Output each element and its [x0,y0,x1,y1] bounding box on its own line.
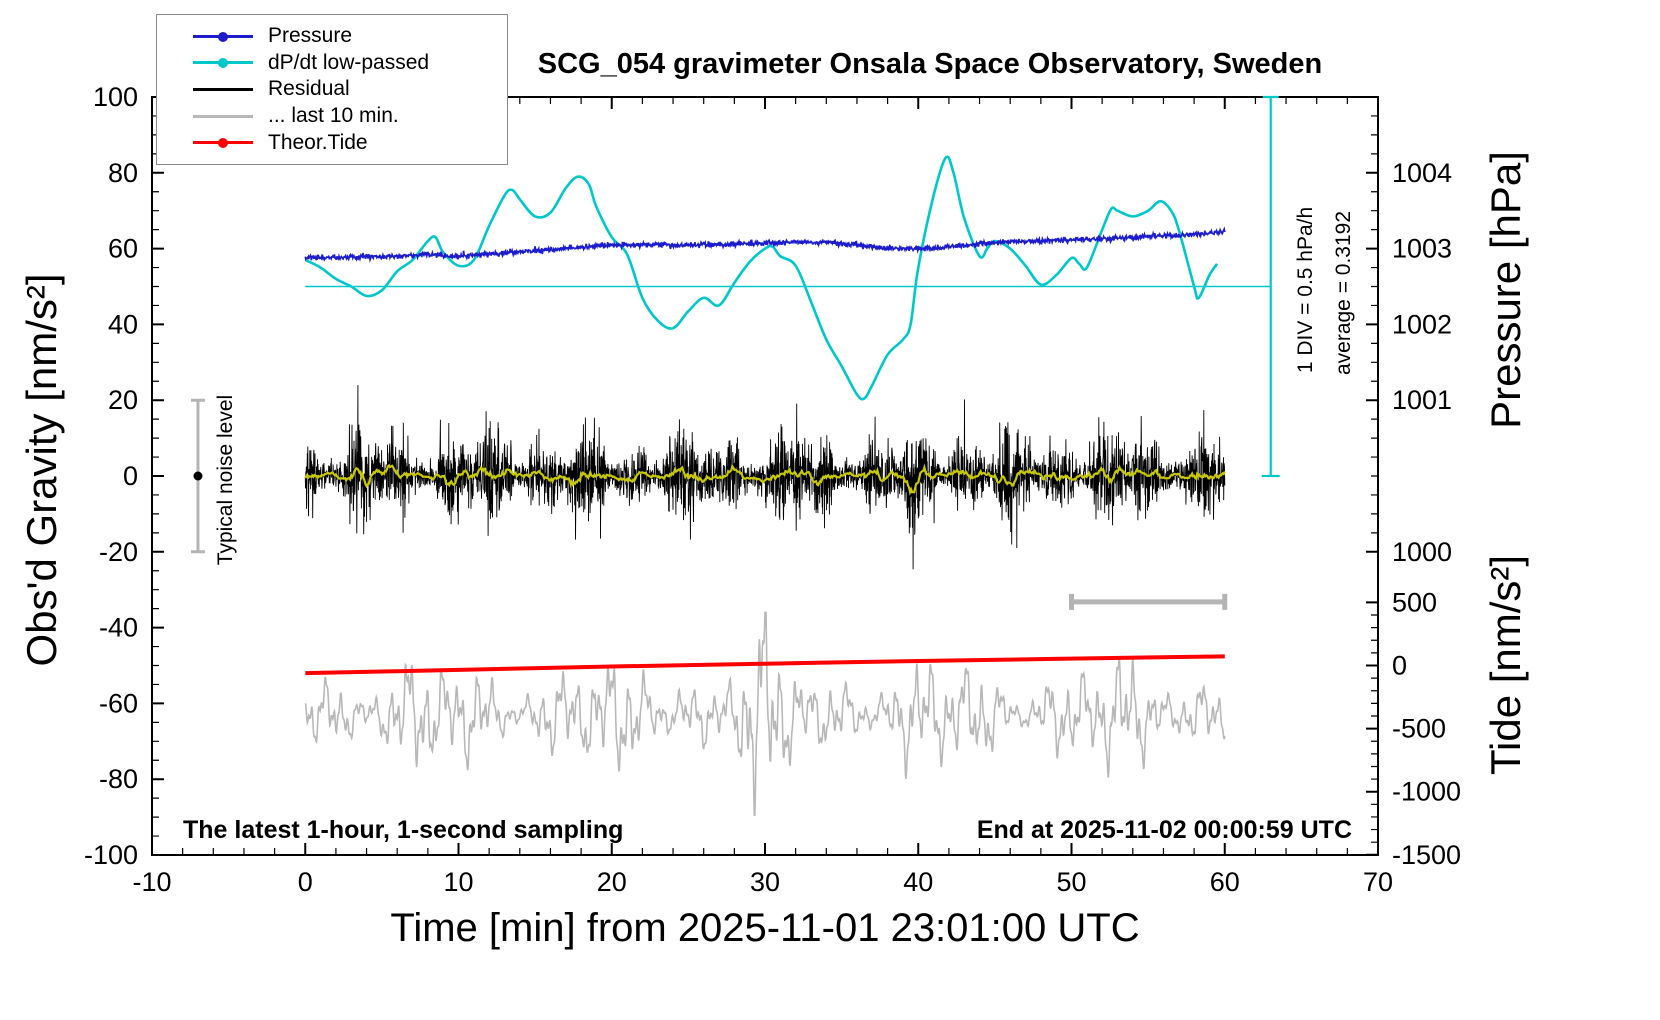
svg-text:30: 30 [750,867,780,897]
legend-line-sample [193,114,253,118]
svg-text:1001: 1001 [1392,385,1452,415]
svg-text:-80: -80 [99,764,138,794]
svg-text:40: 40 [903,867,933,897]
legend-entry: Residual [193,77,507,101]
chart-title: SCG_054 gravimeter Onsala Space Observat… [537,48,1323,80]
legend-entry-label: ... last 10 min. [268,104,399,128]
pressure-trace [304,226,1226,263]
noise-level-dot [193,471,203,481]
legend-entry-label: Residual [268,77,350,101]
legend-entry-label: Pressure [268,24,353,48]
svg-text:40: 40 [108,309,138,339]
theor-tide-trace [305,654,1225,676]
svg-text:-40: -40 [99,613,138,643]
svg-text:0: 0 [123,461,138,491]
svg-text:500: 500 [1392,587,1437,617]
dpdt-div-bar [1261,95,1280,478]
last-10-min-trace [304,611,1226,817]
series-group [304,155,1271,817]
svg-text:80: 80 [108,158,138,188]
residual-lowpass-trace [304,463,1226,496]
svg-text:60: 60 [108,234,138,264]
legend-entry-label: Theor.Tide [268,130,368,154]
svg-text:-1000: -1000 [1392,777,1461,807]
svg-text:-60: -60 [99,688,138,718]
svg-text:-1500: -1500 [1392,840,1461,870]
minor-ticks [152,97,1378,855]
annotation-end-time: End at 2025-11-02 00:00:59 UTC [976,816,1352,844]
legend-dot-marker [218,58,228,69]
annotation-sampling: The latest 1-hour, 1-second sampling [183,816,624,844]
ten-min-scale-bar [1069,593,1228,610]
legend-line-sample [193,31,253,42]
legend-line-sample [193,87,253,91]
svg-text:1000: 1000 [1392,537,1452,567]
svg-text:10: 10 [443,867,473,897]
svg-text:1003: 1003 [1392,234,1452,264]
svg-text:20: 20 [597,867,627,897]
legend-entry-label: dP/dt low-passed [268,50,430,74]
legend-entry: Pressure [193,24,507,48]
svg-text:0: 0 [1392,651,1407,681]
dpdt-trace [304,155,1219,401]
svg-text:100: 100 [93,82,138,112]
residual-trace [304,385,1226,570]
x-axis-label-time: Time [min] from 2025-11-01 23:01:00 UTC [390,906,1140,950]
svg-text:-10: -10 [132,867,171,897]
legend-entry: dP/dt low-passed [193,51,507,75]
legend-dot-marker [218,138,228,149]
svg-text:1004: 1004 [1392,158,1452,188]
legend-entry: Theor.Tide [193,131,507,155]
svg-text:50: 50 [1056,867,1086,897]
legend: Pressure dP/dt low-passed Residual ... last… [156,14,508,165]
legend-dot-marker [218,31,228,42]
svg-text:-500: -500 [1392,714,1446,744]
svg-text:20: 20 [108,385,138,415]
svg-text:60: 60 [1210,867,1240,897]
legend-line-sample [193,58,253,69]
svg-text:70: 70 [1363,867,1393,897]
legend-line-sample [193,138,253,149]
svg-text:-100: -100 [84,840,138,870]
svg-text:0: 0 [298,867,313,897]
svg-text:1002: 1002 [1392,309,1452,339]
svg-text:-20: -20 [99,537,138,567]
major-ticks [151,96,1379,856]
legend-entry: ... last 10 min. [193,104,507,128]
